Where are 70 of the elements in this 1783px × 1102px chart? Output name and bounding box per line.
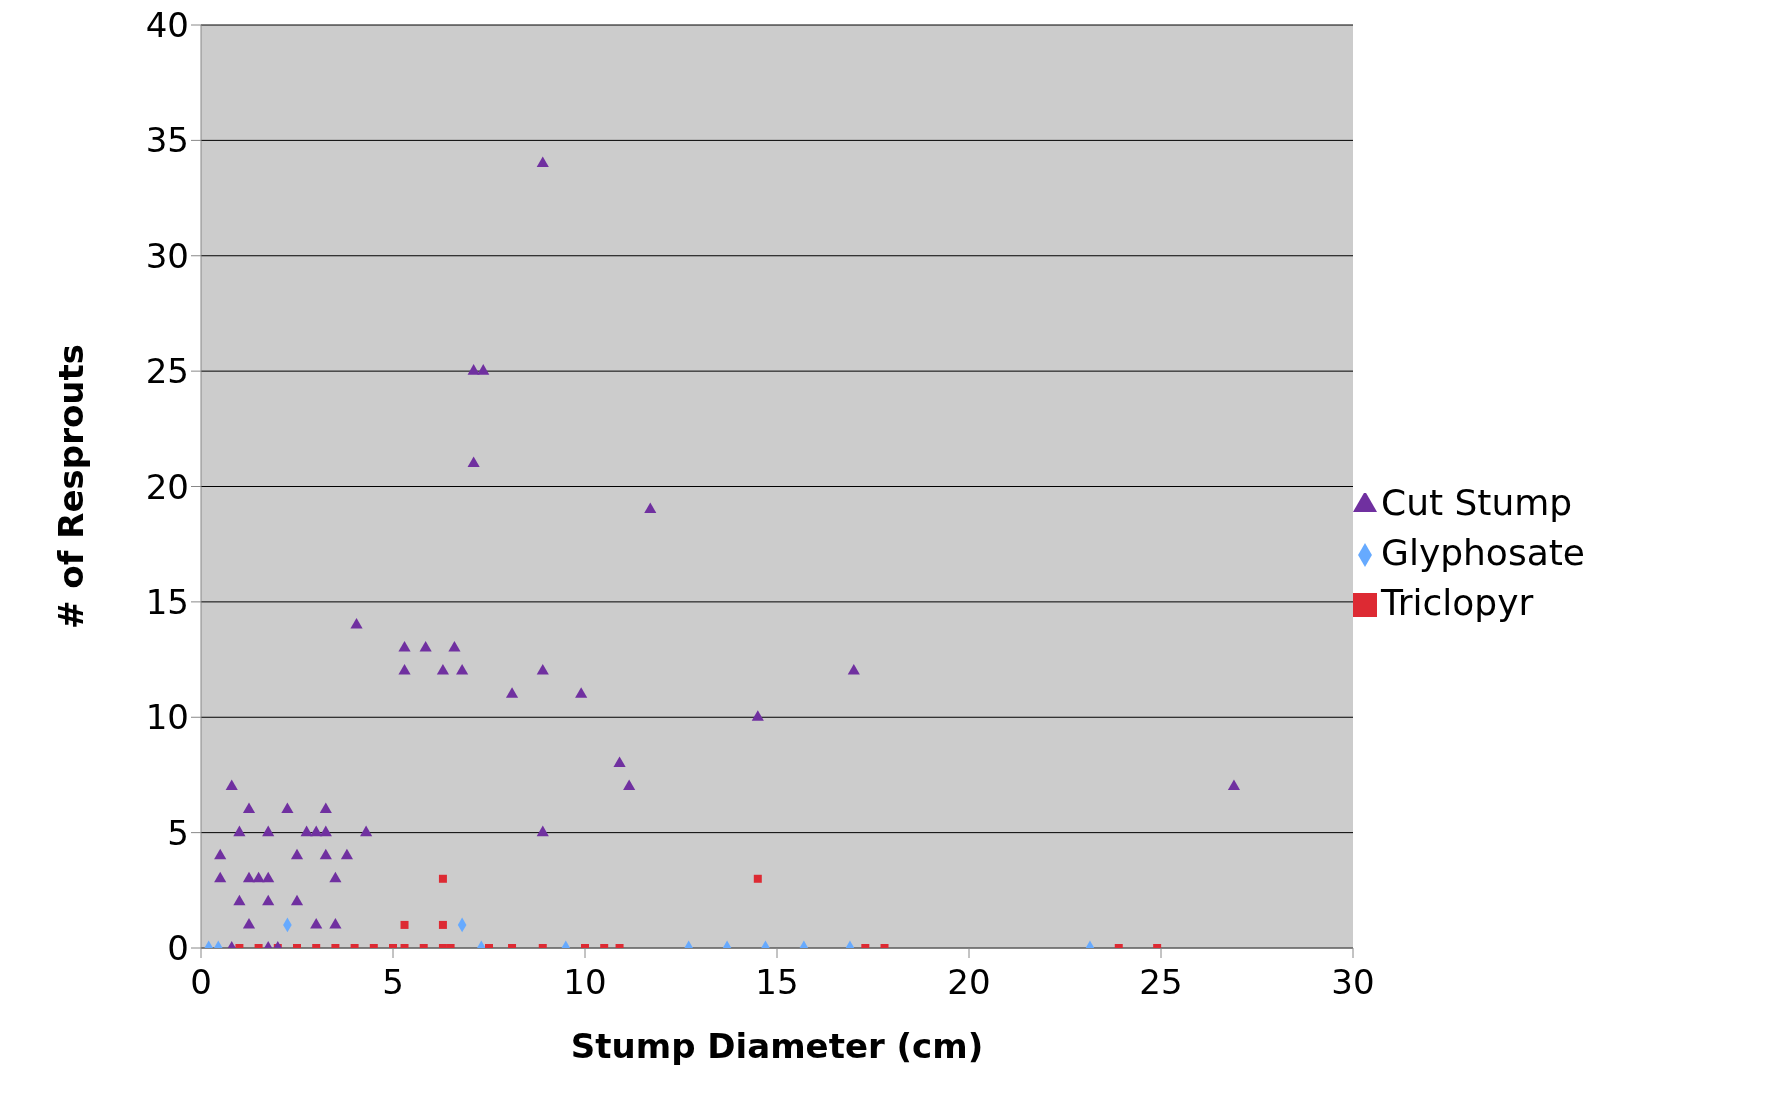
point xyxy=(262,894,275,906)
point xyxy=(477,364,490,375)
y-tick-label: 0 xyxy=(167,928,189,969)
point xyxy=(252,871,265,883)
point xyxy=(233,894,246,906)
point xyxy=(623,779,636,790)
x-tick-label: 5 xyxy=(382,962,404,1003)
point xyxy=(456,664,469,675)
x-tick-label: 10 xyxy=(563,962,607,1003)
point xyxy=(438,920,447,929)
point xyxy=(467,456,480,467)
y-tick-label: 40 xyxy=(145,5,189,46)
point xyxy=(319,802,332,814)
point xyxy=(613,756,626,767)
point xyxy=(419,641,432,652)
x-tick-label: 20 xyxy=(947,962,991,1003)
point xyxy=(398,641,411,652)
y-tick-label: 30 xyxy=(145,235,189,276)
point xyxy=(290,894,304,906)
point xyxy=(340,848,353,860)
point xyxy=(575,687,588,698)
point xyxy=(1227,779,1241,790)
point xyxy=(360,825,373,837)
x-axis-title: Stump Diameter (cm) xyxy=(570,1026,984,1066)
legend-label: Cut Stump xyxy=(1381,482,1573,523)
point xyxy=(847,664,860,675)
point xyxy=(329,871,342,883)
x-tick-label: 15 xyxy=(755,962,799,1003)
x-tick-label: 25 xyxy=(1139,962,1183,1003)
x-tick-label: 30 xyxy=(1331,962,1375,1003)
point xyxy=(448,641,461,652)
point xyxy=(310,825,323,837)
point xyxy=(281,802,294,814)
y-tick-label: 10 xyxy=(145,697,189,738)
point xyxy=(644,502,657,514)
y-tick-label: 35 xyxy=(145,120,189,161)
point xyxy=(290,848,304,860)
point xyxy=(262,825,275,837)
point xyxy=(214,871,227,883)
point xyxy=(233,825,246,837)
point xyxy=(242,802,256,814)
point xyxy=(329,917,342,929)
point xyxy=(242,871,256,883)
legend-label: Triclopyr xyxy=(1381,582,1534,623)
point xyxy=(310,917,323,929)
point xyxy=(438,874,447,883)
point xyxy=(350,617,363,629)
y-tick-label: 15 xyxy=(145,581,189,622)
point xyxy=(536,825,549,837)
point xyxy=(262,871,275,883)
point xyxy=(751,710,764,721)
point xyxy=(536,156,549,167)
point xyxy=(300,825,313,837)
point xyxy=(536,664,549,675)
point xyxy=(467,364,480,375)
y-tick-label: 25 xyxy=(145,351,189,392)
y-tick-label: 5 xyxy=(167,812,189,853)
point xyxy=(225,779,238,790)
point xyxy=(436,664,449,675)
point xyxy=(505,687,519,698)
point xyxy=(400,920,409,929)
point xyxy=(242,917,256,929)
point xyxy=(319,848,332,860)
point xyxy=(319,825,332,837)
point xyxy=(753,874,762,883)
y-tick-label: 20 xyxy=(145,466,189,507)
legend-label: Glyphosate xyxy=(1381,532,1585,573)
point xyxy=(214,848,227,860)
point xyxy=(398,664,411,675)
y-axis-title: # of Resprouts xyxy=(51,344,92,629)
